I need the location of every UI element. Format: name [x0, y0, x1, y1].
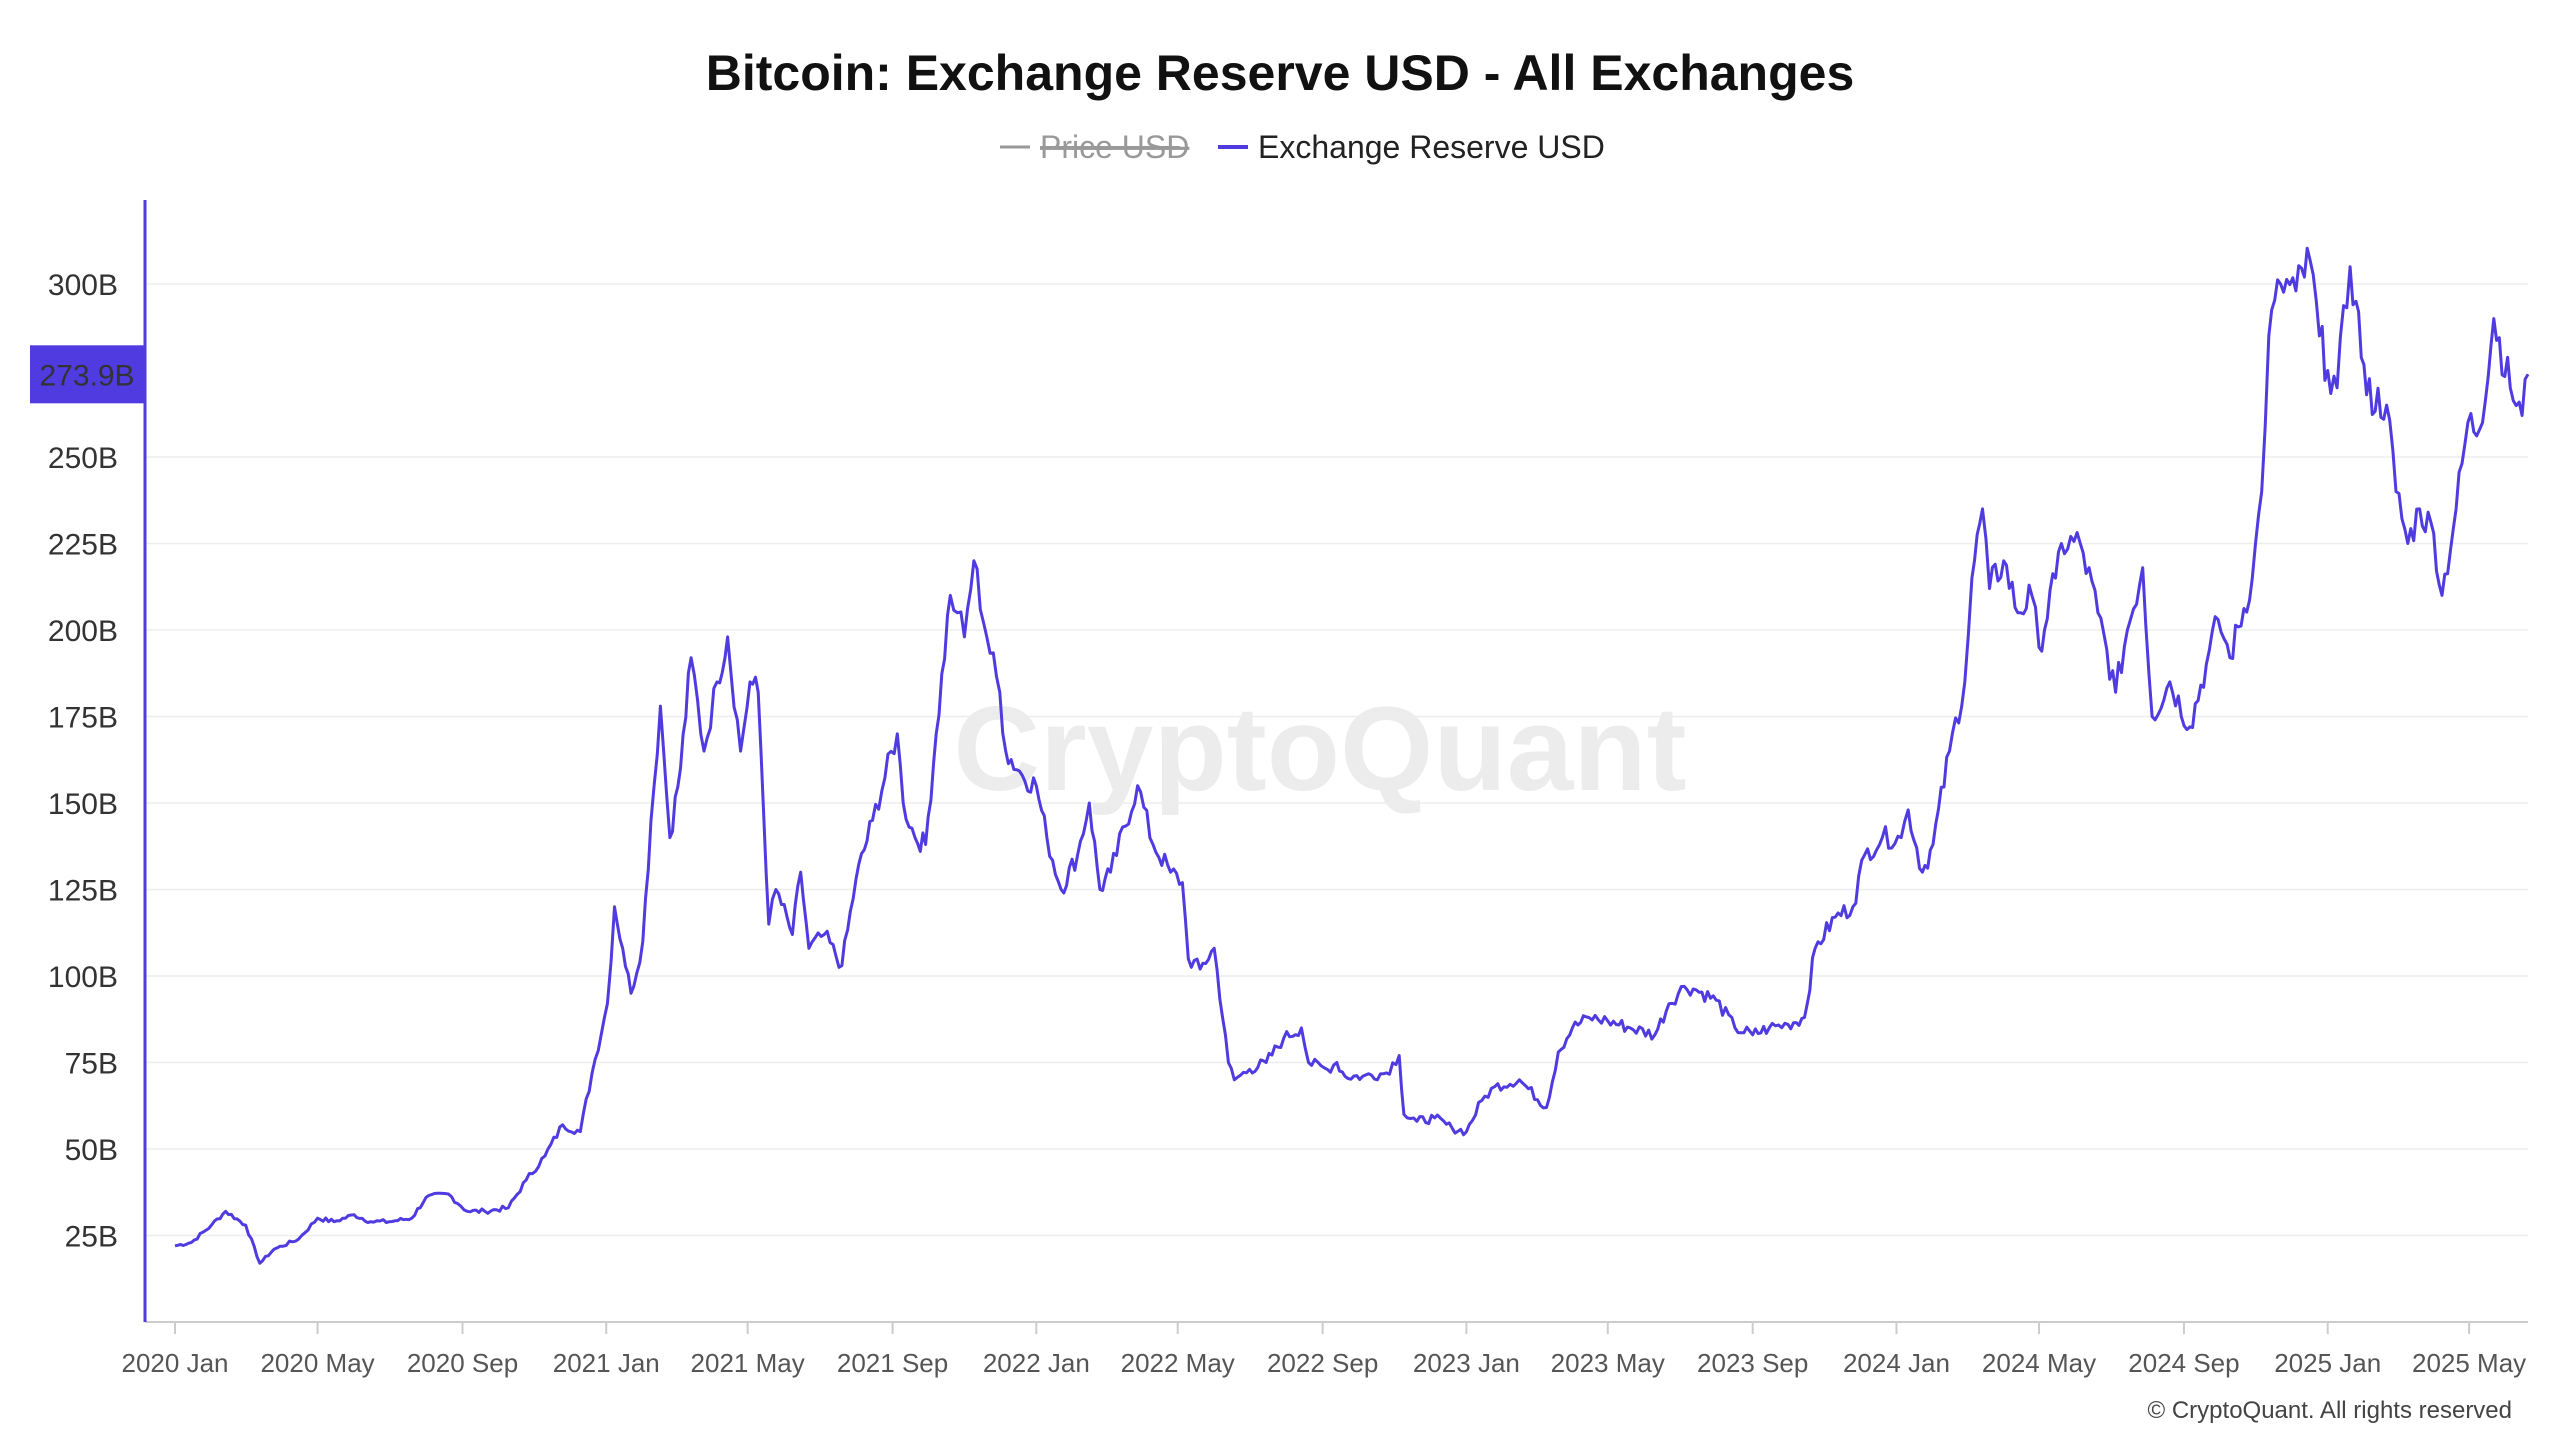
- current-value-badge: [30, 345, 144, 404]
- y-tick-label: 175B: [48, 702, 118, 735]
- copyright-notice: © CryptoQuant. All rights reserved: [2148, 1397, 2513, 1424]
- series-layer: [174, 246, 2530, 1265]
- x-tick-label: 2020 Jan: [122, 1348, 229, 1378]
- series-line-exchange-reserve-usd: [174, 246, 2530, 1265]
- y-tick-label: 250B: [48, 442, 118, 475]
- y-tick-label: 50B: [65, 1134, 118, 1167]
- legend-item-exchange-reserve-usd[interactable]: Exchange Reserve USD: [1218, 129, 1605, 165]
- y-tick-label: 100B: [48, 961, 118, 994]
- x-axis: 2020 Jan 2020 May 2020 Sep 2021 Jan 2021 May…: [122, 1321, 2528, 1378]
- x-tick-label: 2021 May: [691, 1348, 805, 1378]
- current-value-label: 273.9B: [39, 359, 134, 392]
- y-tick-label: 150B: [48, 788, 118, 821]
- x-tick-label: 2023 Jan: [1413, 1348, 1520, 1378]
- x-tick-label: 2025 May: [2412, 1348, 2526, 1378]
- legend-label-exchange-reserve: Exchange Reserve USD: [1258, 129, 1605, 165]
- x-tick-label: 2025 Jan: [2274, 1348, 2381, 1378]
- gridlines: [145, 283, 2528, 1237]
- x-tick-label: 2024 Sep: [2128, 1348, 2239, 1378]
- x-tick-label: 2023 May: [1551, 1348, 1665, 1378]
- y-tick-label: 75B: [65, 1048, 118, 1081]
- y-tick-label: 225B: [48, 529, 118, 562]
- y-tick-label: 125B: [48, 875, 118, 908]
- y-tick-label: 300B: [48, 269, 118, 302]
- watermark: CryptoQuant: [953, 682, 1686, 816]
- x-tick-label: 2024 Jan: [1843, 1348, 1950, 1378]
- x-tick-label: 2021 Jan: [553, 1348, 660, 1378]
- x-tick-label: 2022 May: [1121, 1348, 1235, 1378]
- x-tick-label: 2024 May: [1982, 1348, 2096, 1378]
- legend-item-price-usd[interactable]: Price USD: [1000, 129, 1189, 165]
- y-axis-ticks: 300B 250B 225B 200B 175B 150B 125B 100B 75B 50B 25…: [48, 269, 118, 1254]
- x-tick-label: 2022 Jan: [983, 1348, 1090, 1378]
- x-tick-label: 2020 Sep: [407, 1348, 518, 1378]
- legend: Price USD Exchange Reserve USD: [1000, 129, 1605, 165]
- x-tick-label: 2022 Sep: [1267, 1348, 1378, 1378]
- y-tick-label: 25B: [65, 1221, 118, 1254]
- chart-title: Bitcoin: Exchange Reserve USD - All Exch…: [706, 45, 1855, 101]
- x-tick-label: 2020 May: [260, 1348, 374, 1378]
- x-tick-label: 2021 Sep: [837, 1348, 948, 1378]
- current-value-marker: 273.9B: [30, 345, 144, 404]
- x-tick-label: 2023 Sep: [1697, 1348, 1808, 1378]
- y-tick-label: 200B: [48, 615, 118, 648]
